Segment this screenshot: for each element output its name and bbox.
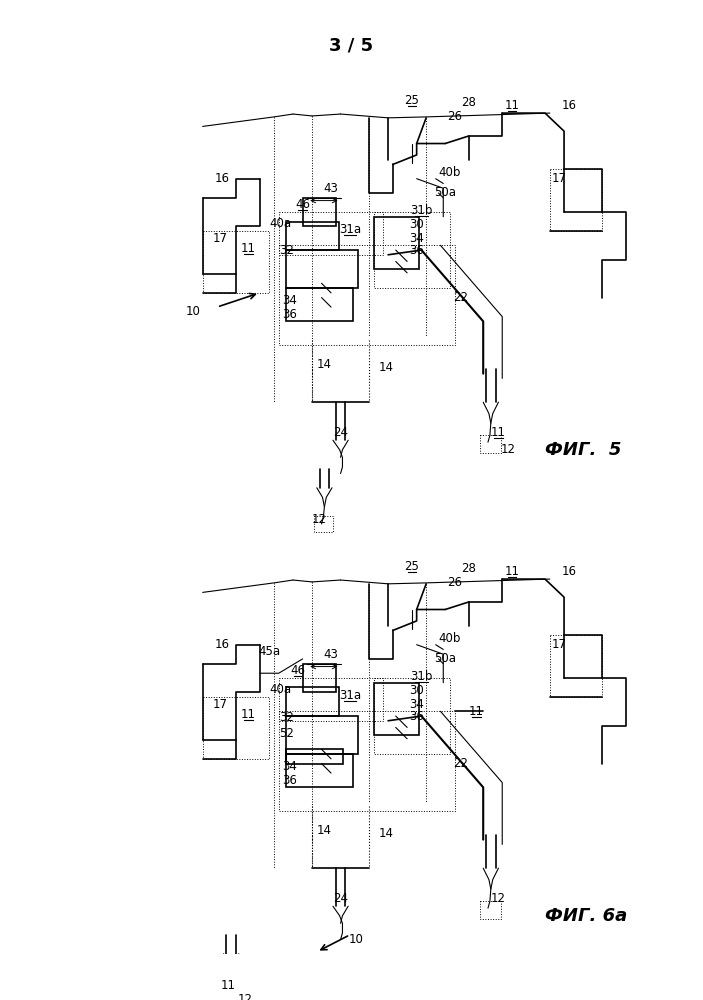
Text: 45a: 45a: [258, 645, 280, 658]
Bar: [550, 635, 602, 697]
Text: 30: 30: [409, 684, 424, 697]
Text: 14: 14: [379, 361, 394, 374]
Bar: [279, 245, 455, 345]
Text: 36: 36: [409, 244, 424, 257]
Text: ФИГ.  5: ФИГ. 5: [545, 441, 621, 459]
Text: 11: 11: [469, 705, 484, 718]
Text: 34: 34: [409, 232, 424, 245]
Text: ФИГ. 6a: ФИГ. 6a: [545, 907, 627, 925]
Text: 31a: 31a: [339, 223, 361, 236]
Bar: [374, 678, 450, 754]
Text: 31b: 31b: [411, 204, 432, 217]
Bar: [286, 288, 353, 321]
Text: 17: 17: [552, 172, 567, 185]
Text: 22: 22: [453, 291, 468, 304]
Text: 17: 17: [212, 232, 227, 245]
Bar: [314, 516, 333, 532]
Bar: [286, 250, 358, 288]
Bar: [374, 683, 420, 735]
Text: 34: 34: [282, 760, 297, 773]
Text: 31b: 31b: [411, 670, 432, 683]
Text: 25: 25: [404, 94, 419, 107]
Bar: [286, 687, 339, 716]
Text: 11: 11: [504, 565, 520, 578]
Text: 50a: 50a: [434, 652, 456, 665]
Text: 24: 24: [333, 426, 348, 439]
Text: 14: 14: [379, 827, 394, 840]
Text: 34: 34: [282, 294, 297, 307]
Text: 16: 16: [561, 99, 576, 112]
Bar: [374, 217, 420, 269]
Text: 12: 12: [501, 443, 515, 456]
Text: 30: 30: [409, 218, 424, 231]
Bar: [550, 169, 602, 231]
Text: 43: 43: [323, 182, 338, 195]
Bar: [286, 754, 353, 787]
Text: 34: 34: [409, 698, 424, 711]
Text: 11: 11: [241, 708, 256, 721]
Text: 17: 17: [212, 698, 227, 711]
Text: 50a: 50a: [434, 186, 456, 199]
Text: 26: 26: [447, 576, 462, 589]
Text: 11: 11: [241, 242, 256, 255]
Bar: [279, 212, 383, 255]
Text: 10: 10: [186, 305, 200, 318]
Text: 31a: 31a: [339, 689, 361, 702]
Text: 46: 46: [295, 198, 310, 211]
Text: 36: 36: [282, 774, 297, 787]
Bar: [202, 231, 269, 293]
Text: 10: 10: [349, 933, 363, 946]
Bar: [286, 749, 344, 764]
Bar: [286, 716, 358, 754]
Bar: [374, 212, 450, 288]
Bar: [279, 711, 455, 811]
Text: 24: 24: [333, 892, 348, 905]
Bar: [221, 982, 240, 998]
Bar: [202, 697, 269, 759]
Text: 16: 16: [214, 172, 229, 185]
Bar: [480, 435, 501, 453]
Text: 36: 36: [282, 308, 297, 321]
Text: 52: 52: [279, 727, 294, 740]
Text: 14: 14: [317, 358, 332, 371]
Text: 25: 25: [404, 560, 419, 573]
Bar: [286, 222, 339, 250]
Text: 32: 32: [279, 711, 294, 724]
Bar: [302, 198, 336, 226]
Text: 3 / 5: 3 / 5: [329, 37, 373, 55]
Text: 11: 11: [221, 979, 236, 992]
Text: 17: 17: [552, 638, 567, 651]
Text: 43: 43: [323, 648, 338, 661]
Text: 28: 28: [461, 562, 477, 575]
Text: 40a: 40a: [269, 217, 292, 230]
Text: 16: 16: [214, 638, 229, 651]
Text: 11: 11: [504, 99, 520, 112]
Text: 12: 12: [238, 993, 253, 1000]
Text: 46: 46: [290, 664, 305, 677]
Text: 32: 32: [279, 244, 294, 257]
Bar: [279, 678, 383, 721]
Text: 40b: 40b: [439, 166, 461, 179]
Text: 40b: 40b: [439, 632, 461, 645]
Text: 14: 14: [317, 824, 332, 837]
Text: 11: 11: [491, 426, 506, 439]
Bar: [480, 901, 501, 919]
Text: 12: 12: [491, 892, 506, 905]
Text: 40a: 40a: [269, 683, 292, 696]
Text: 12: 12: [312, 513, 327, 526]
Bar: [302, 664, 336, 692]
Text: 16: 16: [561, 565, 576, 578]
Text: 26: 26: [447, 110, 462, 123]
Text: 28: 28: [461, 96, 477, 109]
Text: 36: 36: [409, 710, 424, 723]
Text: 22: 22: [453, 757, 468, 770]
